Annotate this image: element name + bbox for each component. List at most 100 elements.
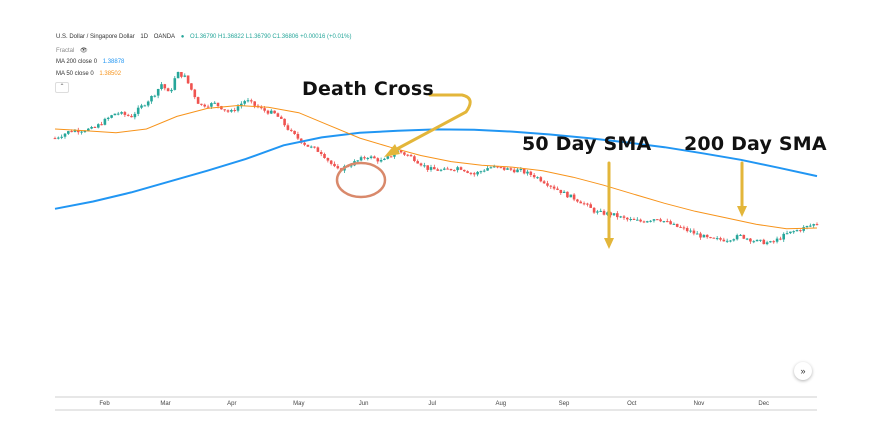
candle-down (772, 241, 775, 243)
candle-up (183, 75, 187, 77)
candle-down (685, 228, 689, 232)
x-tick-sep: Sep (559, 401, 570, 407)
candle-down (326, 158, 330, 161)
candle-up (739, 234, 742, 236)
candle-down (329, 160, 333, 164)
candle-up (619, 216, 622, 218)
candle-down (70, 131, 73, 133)
candle-up (479, 171, 483, 173)
candle-down (656, 219, 659, 221)
candle-down (403, 152, 406, 155)
candle-up (732, 239, 736, 241)
candle-down (815, 224, 819, 226)
candle-down (226, 110, 230, 112)
candle-down (216, 102, 220, 107)
candle-down (469, 172, 473, 174)
chevron-up-icon[interactable]: ⌃ (55, 82, 69, 93)
candle-up (63, 133, 67, 137)
candle-up (143, 105, 147, 107)
candle-down (642, 221, 646, 223)
candle-up (516, 169, 519, 173)
candle-down (416, 161, 419, 164)
candle-up (612, 213, 616, 216)
candle-up (103, 118, 107, 125)
candle-up (136, 107, 140, 114)
candle-down (632, 219, 636, 220)
death-cross-arrow (393, 93, 472, 152)
x-tick-apr: Apr (227, 401, 236, 407)
candle-down (675, 223, 679, 227)
candle-down (336, 166, 340, 169)
candle-down (436, 169, 439, 171)
candle-up (492, 166, 496, 168)
candle-down (166, 88, 170, 92)
interval-label[interactable]: 1D (140, 34, 149, 40)
candle-up (393, 153, 396, 157)
candle-up (73, 130, 77, 132)
candle-up (702, 234, 706, 238)
candle-down (389, 156, 393, 158)
candle-down (286, 125, 290, 130)
candle-down (263, 108, 266, 111)
candle-down (779, 238, 782, 240)
candle-down (260, 107, 263, 109)
candle-up (150, 96, 153, 102)
double-chevron-right-icon[interactable]: » (794, 362, 812, 380)
candle-down (463, 169, 466, 172)
candle-up (439, 169, 443, 171)
symbol-name[interactable]: U.S. Dollar / Singapore Dollar (56, 34, 135, 40)
candle-down (296, 134, 300, 139)
candle-up (519, 169, 523, 170)
candle-down (712, 237, 716, 239)
candle-down (799, 230, 802, 232)
ma200-value: 1.38878 (102, 59, 125, 65)
candle-down (163, 84, 167, 89)
candle-down (53, 138, 57, 140)
candle-up (359, 157, 363, 161)
candle-up (649, 220, 652, 222)
ma50-row[interactable]: MA 50 close 0 1.38502 (56, 71, 125, 77)
candle-up (506, 168, 509, 170)
candle-down (316, 147, 320, 152)
candle-up (379, 160, 383, 162)
ma200-row[interactable]: MA 200 close 0 1.38878 (56, 59, 128, 65)
candle-up (369, 156, 373, 158)
candle-down (532, 175, 536, 178)
eye-icon[interactable]: 👁 (80, 48, 88, 54)
candle-down (373, 156, 376, 159)
x-tick-nov: Nov (694, 401, 705, 407)
x-axis-ticks: Feb Mar Apr May Jun Jul Aug Sep Oct Nov Dec (99, 401, 769, 407)
candle-up (160, 84, 163, 89)
candle-up (526, 171, 529, 174)
fractal-row[interactable]: Fractal 👁 (56, 47, 92, 54)
candle-down (250, 100, 253, 102)
candle-down (220, 106, 223, 110)
candle-down (499, 167, 503, 169)
candle-up (270, 110, 273, 114)
source-label: OANDA (153, 34, 176, 40)
candle-down (579, 201, 582, 204)
candle-down (762, 239, 766, 245)
candle-down (576, 199, 579, 202)
candle-up (765, 242, 769, 245)
candle-up (802, 227, 805, 231)
candle-up (715, 238, 719, 240)
candle-up (236, 106, 240, 111)
candle-down (200, 103, 203, 105)
candle-down (413, 156, 416, 161)
candle-down (283, 118, 286, 126)
candle-down (582, 203, 586, 205)
candle-up (90, 127, 93, 129)
candle-down (602, 210, 606, 215)
candle-down (466, 171, 469, 173)
candle-up (87, 128, 90, 132)
candle-down (669, 221, 672, 225)
candle-up (755, 239, 759, 242)
candle-down (180, 72, 183, 77)
candle-down (592, 207, 596, 213)
candle-up (629, 219, 632, 220)
candle-up (423, 165, 426, 167)
candle-down (559, 189, 563, 193)
candle-down (206, 106, 210, 108)
